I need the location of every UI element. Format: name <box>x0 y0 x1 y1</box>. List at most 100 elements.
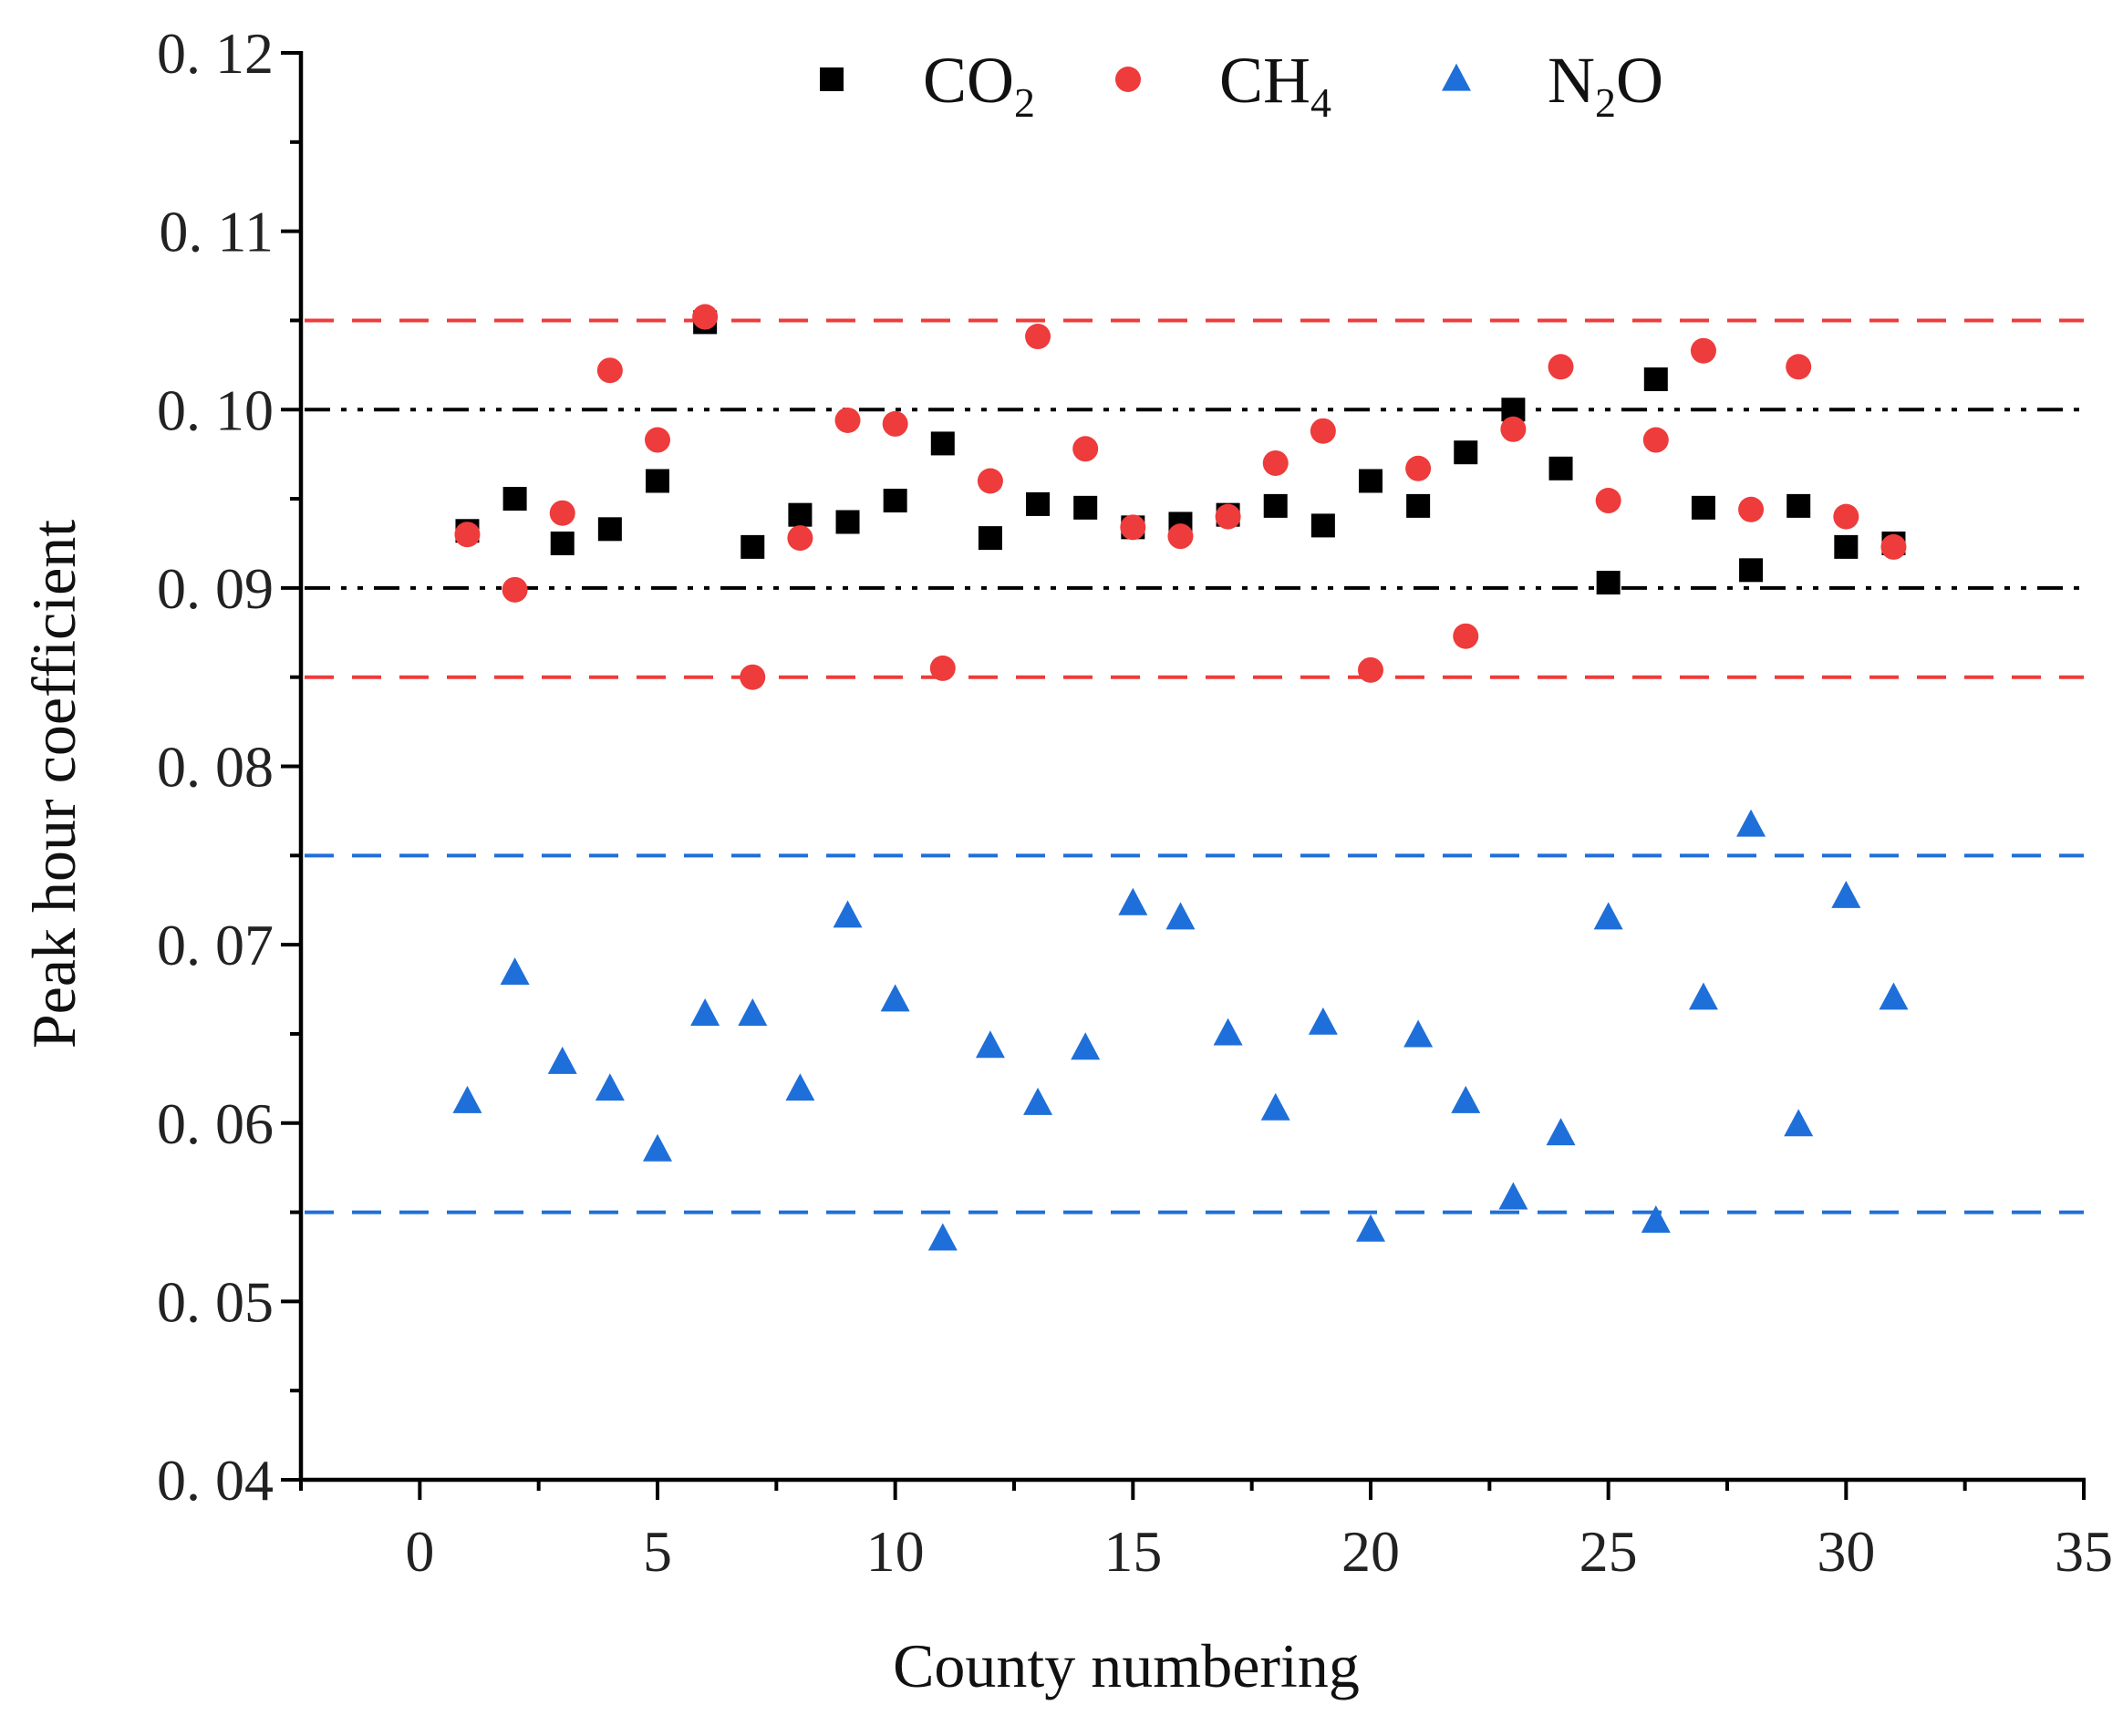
co2-point <box>1786 493 1811 518</box>
x-tick-label: 10 <box>866 1519 925 1584</box>
reference-lines <box>305 318 2084 1214</box>
ch4-point <box>1120 514 1146 541</box>
co2-point <box>1643 367 1668 391</box>
ch4-point <box>596 357 623 384</box>
ch4-point <box>454 522 481 548</box>
ch4-point <box>1500 416 1527 442</box>
co2-point <box>978 526 1002 551</box>
co2-point <box>597 517 622 542</box>
co2-point <box>1739 558 1764 583</box>
n2o-point <box>1736 809 1766 837</box>
x-tick-label: 5 <box>643 1519 672 1584</box>
ch4-point <box>1642 427 1669 453</box>
ch4-point <box>1595 488 1621 514</box>
n2o-point <box>1831 880 1861 908</box>
co2-point <box>502 487 527 512</box>
ch4-point <box>1833 503 1859 530</box>
co2-point <box>1073 495 1098 520</box>
x-tick-label: 0 <box>405 1519 434 1584</box>
x-tick-label: 20 <box>1341 1519 1400 1584</box>
legend-marker-n2o <box>1442 63 1471 91</box>
n2o-point <box>880 984 910 1012</box>
co2-point <box>1596 571 1621 595</box>
y-tick-label: 0. 12 <box>157 21 274 86</box>
ch4-point <box>882 410 908 437</box>
x-axis-title: County numbering <box>893 1631 1360 1700</box>
legend: CO2 CH4 N2O <box>820 44 1663 126</box>
n2o-point <box>1071 1032 1101 1060</box>
y-tick-label: 0. 06 <box>157 1091 274 1156</box>
ch4-point <box>645 427 670 453</box>
co2-point <box>883 489 907 513</box>
legend-label-n2o: N2O <box>1548 44 1663 126</box>
n2o-point <box>643 1133 672 1162</box>
co2-point <box>1263 493 1288 518</box>
co2-point <box>740 534 765 559</box>
n2o-point <box>1213 1018 1243 1046</box>
n2o-point <box>452 1085 482 1113</box>
n2o-point <box>1593 902 1623 930</box>
co2-point <box>1548 456 1573 480</box>
y-tick-label: 0. 04 <box>157 1448 274 1513</box>
n2o-point <box>1784 1109 1814 1137</box>
ch4-point <box>1215 503 1241 530</box>
legend-marker-ch4 <box>1115 67 1141 92</box>
y-tick-label: 0. 07 <box>157 913 274 977</box>
series-n2o <box>452 809 1909 1251</box>
legend-label-co2: CO2 <box>923 44 1035 126</box>
n2o-point <box>1451 1085 1481 1113</box>
n2o-point <box>500 957 530 986</box>
co2-point <box>1359 469 1383 493</box>
y-tick-label: 0. 10 <box>157 377 274 442</box>
n2o-point <box>1356 1214 1385 1242</box>
n2o-point <box>1879 982 1909 1010</box>
co2-point <box>788 502 813 527</box>
ch4-point <box>1548 354 1574 380</box>
co2-point <box>1691 495 1715 520</box>
legend-entry-n2o: N2O <box>1442 44 1663 126</box>
co2-point <box>930 431 955 456</box>
y-tick-label: 0. 09 <box>157 556 274 621</box>
co2-point <box>1454 440 1478 465</box>
ch4-point <box>502 576 528 603</box>
ch4-point <box>1690 337 1716 364</box>
ch4-point <box>1167 523 1194 550</box>
ch4-point <box>1453 623 1479 649</box>
n2o-point <box>975 1030 1005 1059</box>
ch4-point <box>1405 455 1432 481</box>
ch4-point <box>549 500 575 526</box>
n2o-point <box>738 998 768 1027</box>
ch4-point <box>787 525 813 552</box>
series-co2 <box>455 310 1906 595</box>
ch4-point <box>1786 354 1812 380</box>
ticks: 0. 04 0. 05 0. 06 0. 07 0. 08 0. 09 0. 10 0. 11… <box>157 21 2113 1584</box>
ch4-point <box>1025 324 1051 350</box>
axes <box>298 51 2086 1483</box>
legend-marker-co2 <box>820 67 844 91</box>
n2o-point <box>595 1073 625 1101</box>
co2-point <box>1026 491 1051 516</box>
ch4-point <box>1880 533 1907 560</box>
x-tick-label: 35 <box>2055 1519 2113 1584</box>
ch4-point <box>692 304 719 330</box>
n2o-point <box>1688 982 1718 1010</box>
y-tick-label: 0. 05 <box>157 1269 274 1334</box>
ch4-point <box>1738 496 1765 522</box>
n2o-point <box>785 1073 815 1101</box>
ch4-point <box>1262 450 1289 476</box>
n2o-point <box>1498 1182 1528 1210</box>
ch4-point <box>1310 418 1336 444</box>
n2o-point <box>1165 902 1196 930</box>
n2o-point <box>690 998 720 1027</box>
n2o-point <box>1260 1092 1290 1121</box>
y-axis-title: Peak hour coefficient <box>19 520 88 1049</box>
x-tick-label: 25 <box>1579 1519 1638 1584</box>
x-tick-label: 30 <box>1817 1519 1875 1584</box>
ch4-point <box>834 407 861 433</box>
data-points <box>452 304 1909 1251</box>
n2o-point <box>1641 1204 1671 1233</box>
ch4-point <box>1072 436 1099 462</box>
co2-point <box>646 469 669 493</box>
co2-point <box>550 531 575 555</box>
